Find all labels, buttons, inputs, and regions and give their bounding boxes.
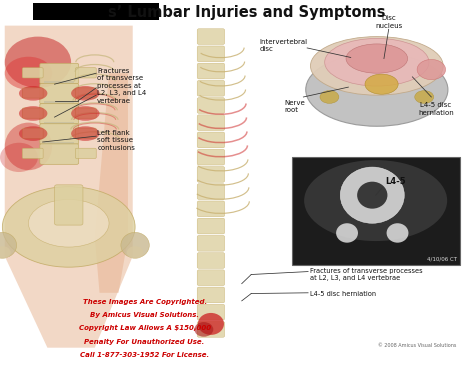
Ellipse shape	[19, 106, 47, 121]
Text: s’ Lumbar Injuries and Symptoms: s’ Lumbar Injuries and Symptoms	[108, 5, 385, 20]
Ellipse shape	[121, 232, 149, 258]
FancyBboxPatch shape	[40, 124, 79, 144]
Ellipse shape	[387, 223, 409, 243]
FancyBboxPatch shape	[197, 132, 225, 148]
Text: Fractures of transverse processes
at L2, L3, and L4 vertebrae: Fractures of transverse processes at L2,…	[310, 268, 423, 281]
FancyBboxPatch shape	[22, 88, 43, 98]
Ellipse shape	[417, 59, 446, 79]
Ellipse shape	[19, 126, 47, 141]
FancyBboxPatch shape	[197, 184, 225, 199]
Ellipse shape	[357, 182, 387, 209]
Text: Call 1-877-303-1952 For License.: Call 1-877-303-1952 For License.	[80, 352, 209, 358]
Ellipse shape	[320, 90, 339, 103]
FancyBboxPatch shape	[197, 29, 225, 44]
Ellipse shape	[310, 37, 443, 95]
Ellipse shape	[127, 246, 143, 259]
FancyBboxPatch shape	[197, 98, 225, 113]
Ellipse shape	[346, 44, 408, 73]
FancyBboxPatch shape	[197, 81, 225, 96]
Text: © 2008 Amicus Visual Solutions: © 2008 Amicus Visual Solutions	[378, 343, 456, 348]
Ellipse shape	[5, 57, 52, 90]
FancyBboxPatch shape	[197, 46, 225, 62]
Ellipse shape	[336, 223, 358, 243]
Ellipse shape	[198, 313, 224, 335]
Ellipse shape	[5, 123, 52, 170]
Ellipse shape	[0, 143, 38, 172]
FancyBboxPatch shape	[197, 218, 225, 234]
Text: Disc
nucleus: Disc nucleus	[375, 15, 402, 29]
Text: These Images Are Copyrighted.: These Images Are Copyrighted.	[82, 299, 207, 305]
FancyBboxPatch shape	[197, 270, 225, 285]
FancyBboxPatch shape	[75, 148, 96, 158]
FancyBboxPatch shape	[197, 115, 225, 131]
Text: 4/10/06 CT: 4/10/06 CT	[428, 257, 457, 262]
FancyBboxPatch shape	[197, 235, 225, 251]
FancyBboxPatch shape	[197, 304, 225, 320]
Text: Nerve
root: Nerve root	[284, 100, 305, 113]
Polygon shape	[95, 73, 128, 293]
Bar	[44, 81, 74, 84]
FancyBboxPatch shape	[197, 167, 225, 182]
FancyBboxPatch shape	[40, 63, 79, 84]
Ellipse shape	[71, 86, 100, 101]
Ellipse shape	[19, 86, 47, 101]
FancyBboxPatch shape	[75, 88, 96, 98]
Ellipse shape	[5, 37, 71, 88]
Bar	[44, 142, 74, 145]
Text: Intervertebral
disc: Intervertebral disc	[260, 39, 308, 52]
Ellipse shape	[28, 199, 109, 247]
FancyBboxPatch shape	[197, 322, 225, 337]
FancyBboxPatch shape	[22, 128, 43, 138]
Ellipse shape	[2, 187, 135, 267]
Ellipse shape	[365, 74, 398, 94]
Text: Penalty For Unauthorized Use.: Penalty For Unauthorized Use.	[84, 339, 205, 344]
FancyBboxPatch shape	[40, 83, 79, 104]
FancyBboxPatch shape	[75, 68, 96, 78]
Text: Fractures
of transverse
processes at
L2, L3, and L4
vertebrae: Fractures of transverse processes at L2,…	[97, 68, 146, 104]
FancyBboxPatch shape	[197, 253, 225, 268]
FancyBboxPatch shape	[197, 201, 225, 217]
FancyBboxPatch shape	[22, 68, 43, 78]
Text: L4-5 disc herniation: L4-5 disc herniation	[310, 291, 377, 297]
Ellipse shape	[306, 53, 448, 126]
FancyBboxPatch shape	[197, 287, 225, 303]
Bar	[33, 3, 159, 20]
FancyBboxPatch shape	[197, 149, 225, 165]
Bar	[44, 122, 74, 124]
Text: Left flank
soft tissue
contusions: Left flank soft tissue contusions	[97, 130, 135, 151]
FancyBboxPatch shape	[75, 108, 96, 118]
FancyBboxPatch shape	[40, 144, 79, 164]
Ellipse shape	[71, 126, 100, 141]
FancyBboxPatch shape	[55, 185, 83, 225]
Text: L4-5 disc
herniation: L4-5 disc herniation	[418, 102, 454, 116]
Ellipse shape	[0, 246, 10, 259]
Bar	[292, 157, 460, 265]
Text: Copyright Law Allows A $150,000: Copyright Law Allows A $150,000	[79, 325, 210, 331]
Ellipse shape	[71, 106, 100, 121]
Text: By Amicus Visual Solutions.: By Amicus Visual Solutions.	[90, 312, 199, 318]
Ellipse shape	[340, 167, 404, 223]
FancyBboxPatch shape	[75, 128, 96, 138]
Text: L4-5: L4-5	[385, 177, 406, 186]
Polygon shape	[5, 26, 133, 348]
FancyBboxPatch shape	[40, 104, 79, 124]
FancyBboxPatch shape	[22, 108, 43, 118]
Ellipse shape	[415, 90, 434, 103]
Ellipse shape	[0, 232, 17, 258]
Ellipse shape	[194, 322, 213, 337]
Bar	[44, 101, 74, 104]
FancyBboxPatch shape	[22, 148, 43, 158]
Ellipse shape	[325, 38, 429, 86]
FancyBboxPatch shape	[197, 63, 225, 79]
Ellipse shape	[304, 160, 447, 241]
